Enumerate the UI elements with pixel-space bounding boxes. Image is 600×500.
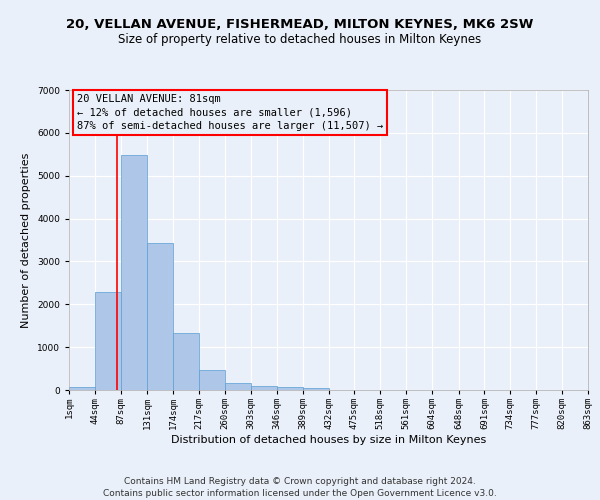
Bar [277,387,302,390]
Bar [225,383,251,390]
Text: 20, VELLAN AVENUE, FISHERMEAD, MILTON KEYNES, MK6 2SW: 20, VELLAN AVENUE, FISHERMEAD, MILTON KE… [67,18,533,30]
Bar [199,370,225,390]
Bar [147,242,173,390]
Text: Size of property relative to detached houses in Milton Keynes: Size of property relative to detached ho… [118,32,482,46]
Bar [69,387,95,390]
Bar [173,334,199,390]
Bar [251,386,277,390]
Text: 20 VELLAN AVENUE: 81sqm
← 12% of detached houses are smaller (1,596)
87% of semi: 20 VELLAN AVENUE: 81sqm ← 12% of detache… [77,94,383,131]
Y-axis label: Number of detached properties: Number of detached properties [22,152,31,328]
Bar [302,388,329,390]
X-axis label: Distribution of detached houses by size in Milton Keynes: Distribution of detached houses by size … [171,434,486,445]
Bar [121,155,146,390]
Bar [95,292,121,390]
Text: Contains HM Land Registry data © Crown copyright and database right 2024.
Contai: Contains HM Land Registry data © Crown c… [103,476,497,498]
